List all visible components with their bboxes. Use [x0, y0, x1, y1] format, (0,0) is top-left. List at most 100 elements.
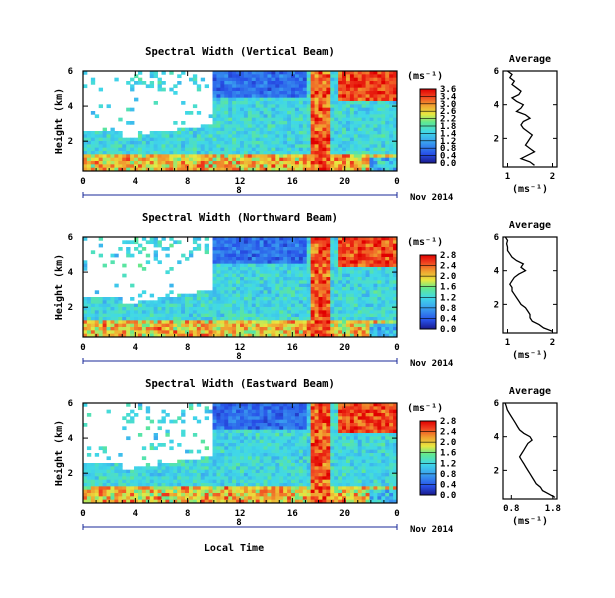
panel-0: Spectral Width (Vertical Beam) 2 4 6 Height …	[53, 46, 558, 203]
colorbar-tick-label: 1.2	[440, 459, 456, 469]
colorbar-tick-label: 0.0	[440, 159, 456, 169]
day-label: 8	[236, 186, 241, 196]
x-tick-label: 12	[235, 509, 246, 519]
colorbar	[419, 420, 437, 496]
x-tick-label: 8	[185, 509, 190, 519]
average-frame	[502, 236, 558, 334]
average-x-tick-label: 0.8	[503, 504, 519, 514]
colorbar-tick-label: 1.2	[440, 137, 456, 147]
date-label: Nov 2014	[410, 359, 454, 369]
average-frame	[502, 70, 558, 168]
y-tick-label: 6	[68, 399, 73, 409]
x-tick-label: 8	[185, 177, 190, 187]
average-profile-line	[507, 70, 536, 166]
y-tick-label: 4	[68, 102, 74, 112]
colorbar-tick-label: 2.8	[440, 417, 456, 427]
y-tick-label: 2	[68, 137, 73, 147]
colorbar-tick-label: 0.0	[440, 491, 456, 501]
colorbar-tick-label: 0.4	[440, 314, 457, 324]
average-y-tick-label: 6	[494, 67, 499, 77]
average-profile-line	[504, 402, 556, 498]
colorbar-tick-label: 2.6	[440, 107, 456, 117]
average-title: Average	[509, 220, 551, 231]
colorbar-tick-label: 2.0	[440, 272, 456, 282]
colorbar-tick-label: 2.8	[440, 251, 456, 261]
y-axis-label: Height (km)	[53, 88, 65, 154]
average-y-tick-label: 4	[494, 433, 500, 443]
x-tick-label: 4	[133, 509, 139, 519]
x-tick-label: 20	[339, 177, 350, 187]
average-x-label: (ms⁻¹)	[512, 350, 548, 361]
colorbar-tick-label: 3.6	[440, 85, 456, 95]
colorbar-tick-label: 1.6	[440, 283, 456, 293]
average-x-tick-label: 1	[505, 338, 510, 348]
x-tick-label: 0	[394, 177, 399, 187]
average-x-tick-label: 1	[505, 172, 510, 182]
average-y-tick-label: 6	[494, 399, 499, 409]
panel-title: Spectral Width (Vertical Beam)	[145, 46, 335, 58]
average-y-tick-label: 4	[494, 101, 500, 111]
colorbar-tick-label: 0.8	[440, 470, 456, 480]
panel-2: Spectral Width (Eastward Beam) 2 4 6 Height …	[53, 378, 561, 554]
colorbar-tick-label: 1.4	[440, 129, 457, 139]
x-tick-label: 16	[287, 509, 298, 519]
colorbar-tick-label: 0.4	[440, 152, 457, 162]
day-label: 8	[236, 352, 241, 362]
average-x-label: (ms⁻¹)	[512, 184, 548, 195]
average-y-tick-label: 2	[494, 466, 499, 476]
date-label: Nov 2014	[410, 193, 454, 203]
y-axis-label: Height (km)	[53, 420, 65, 486]
x-tick-label: 4	[133, 177, 139, 187]
colorbar-tick-label: 2.0	[440, 438, 456, 448]
date-label: Nov 2014	[410, 525, 454, 535]
y-tick-label: 2	[68, 303, 73, 313]
x-tick-label: 0	[80, 177, 85, 187]
y-axis-label: Height (km)	[53, 254, 65, 320]
colorbar-tick-label: 0.8	[440, 144, 456, 154]
x-tick-label: 20	[339, 343, 350, 353]
x-tick-label: 12	[235, 343, 246, 353]
x-tick-label: 20	[339, 509, 350, 519]
average-y-tick-label: 6	[494, 233, 499, 243]
y-tick-label: 6	[68, 233, 73, 243]
colorbar	[419, 254, 437, 330]
y-tick-label: 4	[68, 268, 74, 278]
x-tick-label: 0	[80, 343, 85, 353]
average-frame	[502, 402, 558, 500]
colorbar-tick-label: 3.0	[440, 100, 456, 110]
average-y-tick-label: 4	[494, 267, 500, 277]
average-profile-line	[504, 236, 553, 332]
heatmap-cells	[83, 71, 398, 172]
average-y-tick-label: 2	[494, 300, 499, 310]
average-x-label: (ms⁻¹)	[512, 516, 548, 527]
colorbar-tick-label: 2.4	[440, 428, 457, 438]
x-tick-label: 0	[394, 509, 399, 519]
panel-title: Spectral Width (Northward Beam)	[142, 212, 338, 224]
colorbar-unit: (ms⁻¹)	[407, 403, 443, 414]
x-tick-label: 0	[394, 343, 399, 353]
x-tick-label: 12	[235, 177, 246, 187]
colorbar-tick-label: 0.4	[440, 480, 457, 490]
colorbar-tick-label: 0.0	[440, 325, 456, 335]
average-y-tick-label: 2	[494, 134, 499, 144]
colorbar-tick-label: 2.2	[440, 115, 456, 125]
panel-title: Spectral Width (Eastward Beam)	[145, 378, 335, 390]
x-tick-label: 4	[133, 343, 139, 353]
colorbar-tick-label: 1.2	[440, 293, 456, 303]
x-axis-label: Local Time	[204, 542, 264, 554]
average-x-tick-label: 2	[550, 338, 555, 348]
average-x-tick-label: 2	[550, 172, 555, 182]
average-title: Average	[509, 386, 551, 397]
colorbar-tick-label: 1.6	[440, 449, 456, 459]
y-tick-label: 2	[68, 469, 73, 479]
average-title: Average	[509, 54, 551, 65]
colorbar-tick-label: 1.8	[440, 122, 456, 132]
x-tick-label: 16	[287, 177, 298, 187]
x-tick-label: 8	[185, 343, 190, 353]
x-tick-label: 16	[287, 343, 298, 353]
heatmap-cells	[83, 403, 398, 504]
colorbar-unit: (ms⁻¹)	[407, 71, 443, 82]
day-label: 8	[236, 518, 241, 528]
average-x-tick-label: 1.8	[545, 504, 561, 514]
